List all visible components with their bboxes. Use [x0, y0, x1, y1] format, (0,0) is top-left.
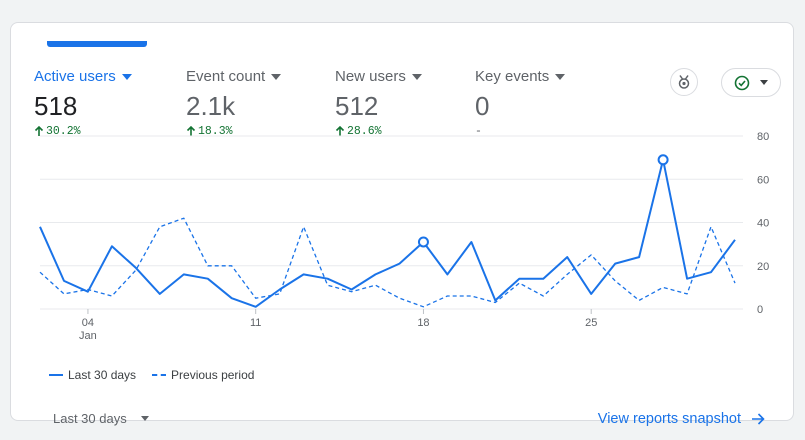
y-tick-label: 20 — [757, 261, 769, 273]
metric-active-users-label: Active users — [34, 68, 116, 85]
data-point-marker — [657, 154, 669, 166]
x-tick-label: 25 — [585, 317, 597, 329]
legend-item-previous: Previous period — [152, 368, 254, 382]
metric-label[interactable]: Key events — [475, 68, 566, 85]
chart-legend: Last 30 days Previous period — [49, 368, 254, 382]
solid-line-swatch — [49, 374, 63, 376]
y-tick-label: 40 — [757, 218, 769, 230]
metric-active-users-change: 30.2% — [34, 125, 132, 138]
view-reports-snapshot-label: View reports snapshot — [597, 411, 741, 427]
metric-label[interactable]: New users — [335, 68, 422, 85]
chevron-down-icon — [121, 73, 132, 80]
arrow-up-icon — [335, 126, 345, 136]
change-text: 28.6% — [347, 125, 382, 138]
metric-active-users-value: 518 — [34, 91, 78, 121]
date-range-dropdown[interactable]: Last 30 days — [53, 411, 149, 426]
change-text: 18.3% — [198, 125, 233, 138]
check-circle-icon — [734, 75, 750, 90]
metric-new-users-label: New users — [335, 68, 406, 85]
chevron-down-icon — [140, 416, 149, 421]
metric-key-events-label: Key events — [475, 68, 550, 85]
x-tick-label: 11 — [250, 317, 261, 329]
metric-key-events-change: - — [475, 125, 565, 138]
y-tick-label: 60 — [757, 174, 769, 186]
ai-insights-icon — [678, 75, 690, 89]
status-dropdown-button[interactable] — [721, 68, 781, 97]
arrow-up-icon — [186, 126, 196, 136]
metric-event-count-change: 18.3% — [186, 125, 281, 138]
data-point-marker — [417, 236, 429, 248]
legend-previous-label: Previous period — [171, 368, 255, 382]
metric-key-events-value: 0 — [475, 91, 490, 121]
metric-label[interactable]: Active users — [34, 68, 132, 85]
legend-current-label: Last 30 days — [68, 368, 137, 382]
chevron-down-icon — [271, 73, 282, 80]
dashed-line-swatch — [152, 374, 167, 376]
ai-insights-button[interactable] — [670, 68, 698, 96]
metric-active-users[interactable]: Active users 518 30.2% — [34, 68, 132, 138]
metric-new-users-change: 28.6% — [335, 125, 422, 138]
change-text: 30.2% — [46, 125, 81, 138]
arrow-right-icon — [752, 413, 765, 425]
x-tick-label: 18 — [417, 317, 429, 329]
date-range-label: Last 30 days — [53, 411, 127, 426]
metric-event-count[interactable]: Event count 2.1k 18.3% — [186, 68, 282, 138]
x-tick-sublabel: Jan — [79, 330, 97, 342]
x-tick-label: 04 — [82, 317, 94, 329]
y-tick-label: 0 — [757, 304, 763, 316]
chevron-down-icon — [411, 73, 422, 80]
legend-item-current: Last 30 days — [49, 368, 136, 382]
metric-event-count-label: Event count — [186, 68, 266, 85]
view-reports-snapshot-link[interactable]: View reports snapshot — [598, 411, 765, 427]
y-tick-label: 80 — [757, 131, 769, 143]
change-text: - — [475, 125, 482, 138]
metric-new-users[interactable]: New users 512 28.6% — [335, 68, 422, 138]
overview-card: Active users 518 30.2% Event count 2.1k … — [10, 22, 794, 427]
metric-event-count-value: 2.1k — [186, 91, 236, 121]
chevron-down-icon — [760, 80, 768, 85]
metric-label[interactable]: Event count — [186, 68, 282, 85]
chevron-down-icon — [555, 73, 566, 80]
metric-new-users-value: 512 — [335, 91, 379, 121]
arrow-up-icon — [34, 126, 44, 136]
metric-key-events[interactable]: Key events 0 - — [475, 68, 566, 138]
selected-tab-indicator — [47, 41, 147, 47]
previous-period-line — [39, 217, 736, 308]
last-30-days-line — [39, 158, 736, 308]
